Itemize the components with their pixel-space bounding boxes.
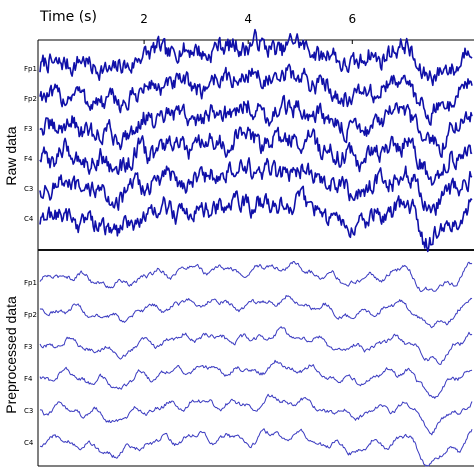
channel-label-c4: C4 (24, 215, 34, 223)
channel-label-fp2: Fp2 (24, 95, 37, 103)
trace-fp1 (39, 261, 473, 293)
x-tick-label: 2 (140, 12, 148, 26)
trace-c3 (39, 393, 473, 436)
channel-label-fp2: Fp2 (24, 311, 37, 319)
trace-c4 (39, 185, 473, 253)
channel-label-fp1: Fp1 (24, 279, 37, 287)
panel-label-raw: Raw data (3, 126, 19, 185)
channel-label-c3: C3 (24, 185, 33, 193)
trace-fp2 (39, 295, 473, 329)
channel-label-c3: C3 (24, 407, 33, 415)
channel-label-f3: F3 (24, 343, 32, 351)
channel-label-f3: F3 (24, 125, 32, 133)
panel-label-preprocessed: Preprocessed data (3, 296, 19, 414)
x-tick-label: 6 (348, 12, 356, 26)
trace-fp2 (39, 63, 473, 126)
trace-f3 (39, 326, 473, 365)
trace-c3 (39, 157, 473, 216)
x-axis-title: Time (s) (39, 9, 97, 25)
channel-label-c4: C4 (24, 439, 34, 447)
trace-f3 (39, 94, 473, 158)
channel-label-fp1: Fp1 (24, 65, 37, 73)
channel-label-f4: F4 (24, 155, 33, 163)
channel-label-f4: F4 (24, 375, 33, 383)
trace-c4 (39, 428, 473, 467)
x-tick-label: 4 (244, 12, 252, 26)
trace-fp1 (39, 28, 473, 87)
trace-f4 (39, 126, 473, 186)
trace-f4 (39, 359, 473, 399)
